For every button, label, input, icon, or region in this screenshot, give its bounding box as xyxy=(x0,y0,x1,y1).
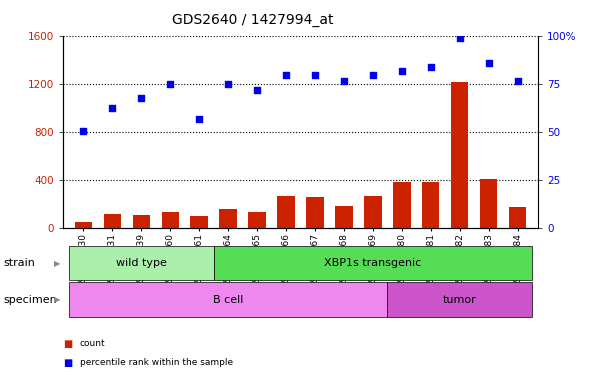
Bar xyxy=(103,214,121,228)
Bar xyxy=(335,206,353,228)
Point xyxy=(426,64,436,70)
Bar xyxy=(133,215,150,228)
Text: ▶: ▶ xyxy=(53,258,60,268)
Point xyxy=(224,81,233,88)
Point xyxy=(397,68,407,74)
Text: ■: ■ xyxy=(63,358,72,368)
Bar xyxy=(422,182,439,228)
Point xyxy=(252,87,262,93)
Bar xyxy=(451,82,468,228)
Point xyxy=(513,78,522,84)
Point xyxy=(281,72,291,78)
Point xyxy=(165,81,175,88)
Text: count: count xyxy=(80,339,106,348)
Point xyxy=(310,72,320,78)
Bar xyxy=(509,207,526,228)
Point xyxy=(194,116,204,122)
Text: GDS2640 / 1427994_at: GDS2640 / 1427994_at xyxy=(172,13,333,27)
Text: ■: ■ xyxy=(63,339,72,349)
Bar xyxy=(191,217,208,228)
Point xyxy=(136,95,146,101)
Text: tumor: tumor xyxy=(443,295,477,305)
Bar xyxy=(277,196,294,228)
Bar xyxy=(248,212,266,228)
Bar xyxy=(480,179,498,228)
Point xyxy=(339,78,349,84)
Bar xyxy=(75,222,92,228)
Text: wild type: wild type xyxy=(116,258,166,268)
Point xyxy=(484,60,493,66)
Bar xyxy=(219,209,237,228)
Bar xyxy=(162,212,179,228)
Text: ▶: ▶ xyxy=(53,295,60,304)
Bar xyxy=(393,182,410,228)
Point xyxy=(79,127,88,134)
Bar xyxy=(307,197,324,228)
Point xyxy=(108,104,117,111)
Text: strain: strain xyxy=(3,258,35,268)
Point xyxy=(368,72,377,78)
Bar xyxy=(364,196,382,228)
Text: B cell: B cell xyxy=(213,295,243,305)
Text: percentile rank within the sample: percentile rank within the sample xyxy=(80,358,233,367)
Text: XBP1s transgenic: XBP1s transgenic xyxy=(324,258,421,268)
Point xyxy=(455,35,465,41)
Text: specimen: specimen xyxy=(3,295,56,305)
